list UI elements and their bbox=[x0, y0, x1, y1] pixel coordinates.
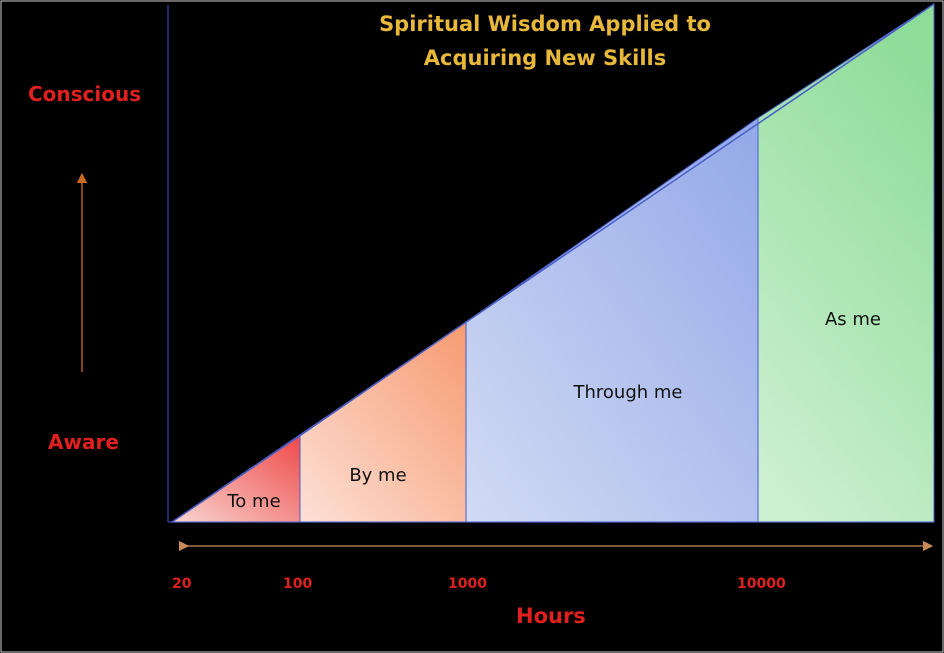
title-line-2: Acquiring New Skills bbox=[423, 46, 667, 70]
region-label-through-me: Through me bbox=[573, 382, 683, 403]
region-through-me bbox=[465, 117, 759, 523]
x-tick-20: 20 bbox=[172, 576, 192, 592]
title-line-1: Spiritual Wisdom Applied to bbox=[379, 12, 711, 36]
region-by-me bbox=[299, 321, 467, 523]
diagonal-line bbox=[171, 3, 935, 523]
x-tick-1000: 1000 bbox=[448, 576, 487, 592]
y-label-aware: Aware bbox=[48, 430, 119, 454]
region-as-me bbox=[757, 3, 935, 523]
x-tick-100: 100 bbox=[283, 576, 313, 592]
region-label-as-me: As me bbox=[824, 309, 882, 330]
x-tick-10000: 10000 bbox=[737, 576, 786, 592]
region-label-by-me: By me bbox=[349, 465, 407, 486]
x-axis-label: Hours bbox=[516, 604, 586, 628]
y-label-conscious: Conscious bbox=[28, 82, 142, 106]
region-label-to-me: To me bbox=[227, 491, 281, 512]
